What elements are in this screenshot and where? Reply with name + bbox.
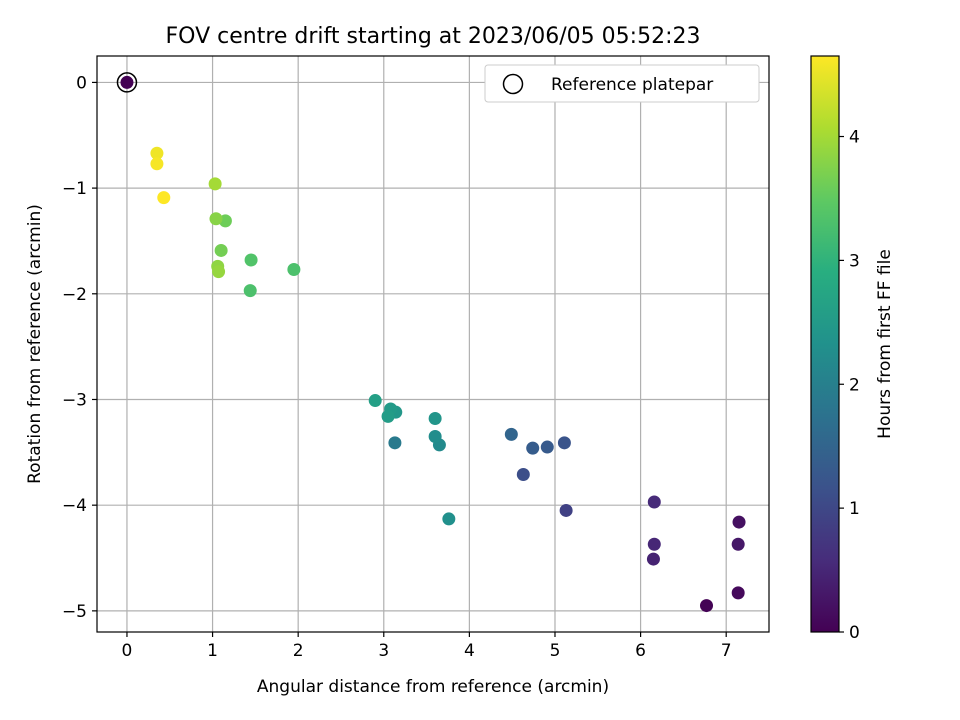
- reference-marker: [116, 72, 138, 93]
- data-point: [559, 503, 573, 517]
- y-tick-label: −2: [62, 285, 87, 305]
- legend-marker-icon: [502, 73, 524, 95]
- y-tick-label: −5: [62, 602, 87, 622]
- data-point: [214, 243, 228, 257]
- x-tick-label: 2: [293, 641, 304, 661]
- data-point: [732, 515, 746, 529]
- axis-ticks: 0 1 2 3 4 5 6 7 0 −1 −2 −3 −4 −5: [62, 73, 732, 661]
- data-point: [287, 262, 301, 276]
- data-point: [428, 412, 442, 426]
- data-point: [516, 468, 530, 482]
- x-tick-label: 3: [378, 641, 389, 661]
- colorbar-gradient: [810, 55, 840, 633]
- x-tick-label: 4: [464, 641, 475, 661]
- data-point: [212, 265, 226, 279]
- data-point: [428, 429, 442, 443]
- data-point: [150, 157, 164, 171]
- colorbar-tick-label: 2: [849, 375, 860, 395]
- x-tick-label: 6: [635, 641, 646, 661]
- legend-label: Reference platepar: [551, 75, 713, 95]
- x-tick-label: 1: [207, 641, 218, 661]
- colorbar: 0 1 2 3 4 Hours from first FF file: [810, 55, 895, 643]
- y-tick-label: −1: [62, 179, 87, 199]
- legend-box: [484, 64, 760, 103]
- data-point: [120, 75, 134, 89]
- grid-lines: [97, 56, 769, 632]
- data-point: [647, 537, 661, 551]
- data-point: [526, 441, 540, 455]
- data-point: [150, 146, 164, 160]
- legend: Reference platepar: [484, 64, 760, 103]
- data-points: [116, 72, 746, 613]
- data-point: [700, 599, 714, 613]
- x-tick-label: 5: [550, 641, 561, 661]
- colorbar-ticks: 0 1 2 3 4: [839, 128, 860, 643]
- data-point: [157, 191, 171, 205]
- chart-title: FOV centre drift starting at 2023/06/05 …: [166, 24, 701, 49]
- data-point: [647, 495, 661, 509]
- y-axis-label: Rotation from reference (arcmin): [25, 204, 45, 484]
- data-point: [731, 586, 745, 600]
- data-point: [504, 427, 518, 441]
- x-tick-label: 0: [122, 641, 133, 661]
- data-point: [646, 552, 660, 566]
- data-point: [368, 394, 382, 408]
- data-point: [243, 284, 257, 298]
- data-point: [388, 436, 402, 450]
- colorbar-tick-label: 3: [849, 251, 860, 271]
- data-point: [208, 177, 222, 191]
- data-point: [540, 440, 554, 454]
- data-point: [209, 212, 223, 226]
- y-tick-label: −3: [62, 390, 87, 410]
- plot-frame: [96, 55, 770, 633]
- colorbar-tick-label: 1: [849, 499, 860, 519]
- colorbar-tick-label: 4: [849, 128, 860, 148]
- colorbar-label: Hours from first FF file: [875, 249, 895, 439]
- x-axis-label: Angular distance from reference (arcmin): [257, 677, 609, 697]
- y-tick-label: 0: [76, 73, 87, 93]
- data-point: [731, 537, 745, 551]
- y-tick-label: −4: [62, 496, 87, 516]
- data-point: [381, 409, 395, 423]
- data-point: [442, 512, 456, 526]
- data-point: [244, 253, 258, 267]
- colorbar-tick-label: 0: [849, 623, 860, 643]
- data-point: [557, 436, 571, 450]
- x-tick-label: 7: [721, 641, 732, 661]
